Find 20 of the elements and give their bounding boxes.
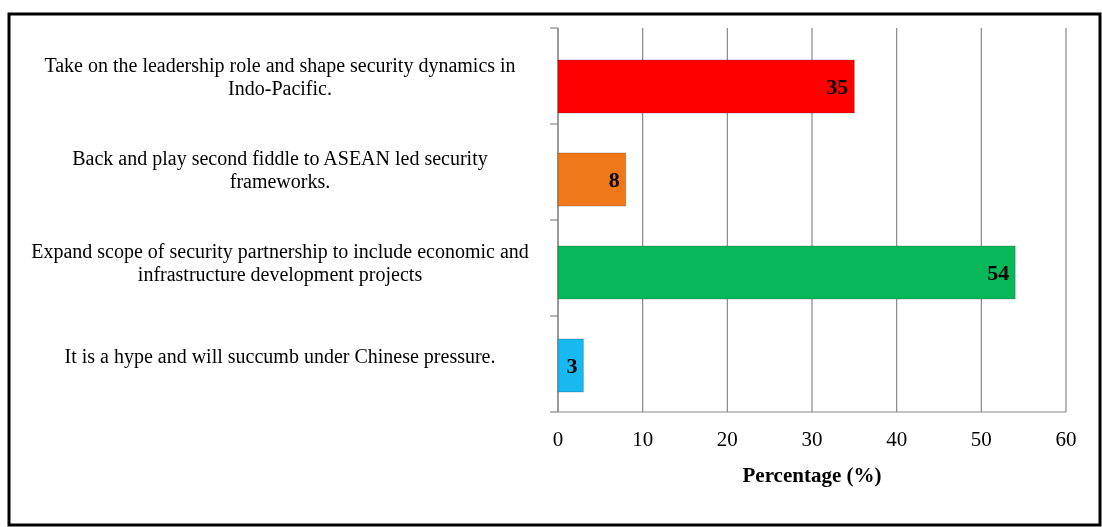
bar <box>557 59 855 114</box>
x-tick-label: 30 <box>801 427 823 451</box>
y-tick-label: Expand scope of security partnership to include economic and infrastructure development projects <box>31 240 529 286</box>
y-tick-label: Take on the leadership role and shape security dynamics in Indo-Pacific. <box>44 54 516 99</box>
bar <box>557 152 627 207</box>
x-tick-label: 50 <box>970 427 992 451</box>
y-tick-label: Back and play second fiddle to ASEAN led security frameworks. <box>72 147 488 192</box>
data-label: 8 <box>608 167 620 193</box>
bar <box>557 338 584 393</box>
x-tick-label: 10 <box>632 427 654 451</box>
x-tick-label: 0 <box>552 427 564 451</box>
bar <box>557 245 1016 300</box>
x-tick-label: 60 <box>1055 427 1077 451</box>
x-axis-title: Percentage (%) <box>742 463 882 487</box>
x-tick-label: 40 <box>886 427 908 451</box>
data-label: 3 <box>566 353 578 379</box>
data-label: 54 <box>987 260 1010 286</box>
y-tick-label: It is a hype and will succumb under Chinese pressure. <box>64 344 496 368</box>
x-tick-label: 20 <box>716 427 738 451</box>
data-label: 35 <box>826 74 849 100</box>
